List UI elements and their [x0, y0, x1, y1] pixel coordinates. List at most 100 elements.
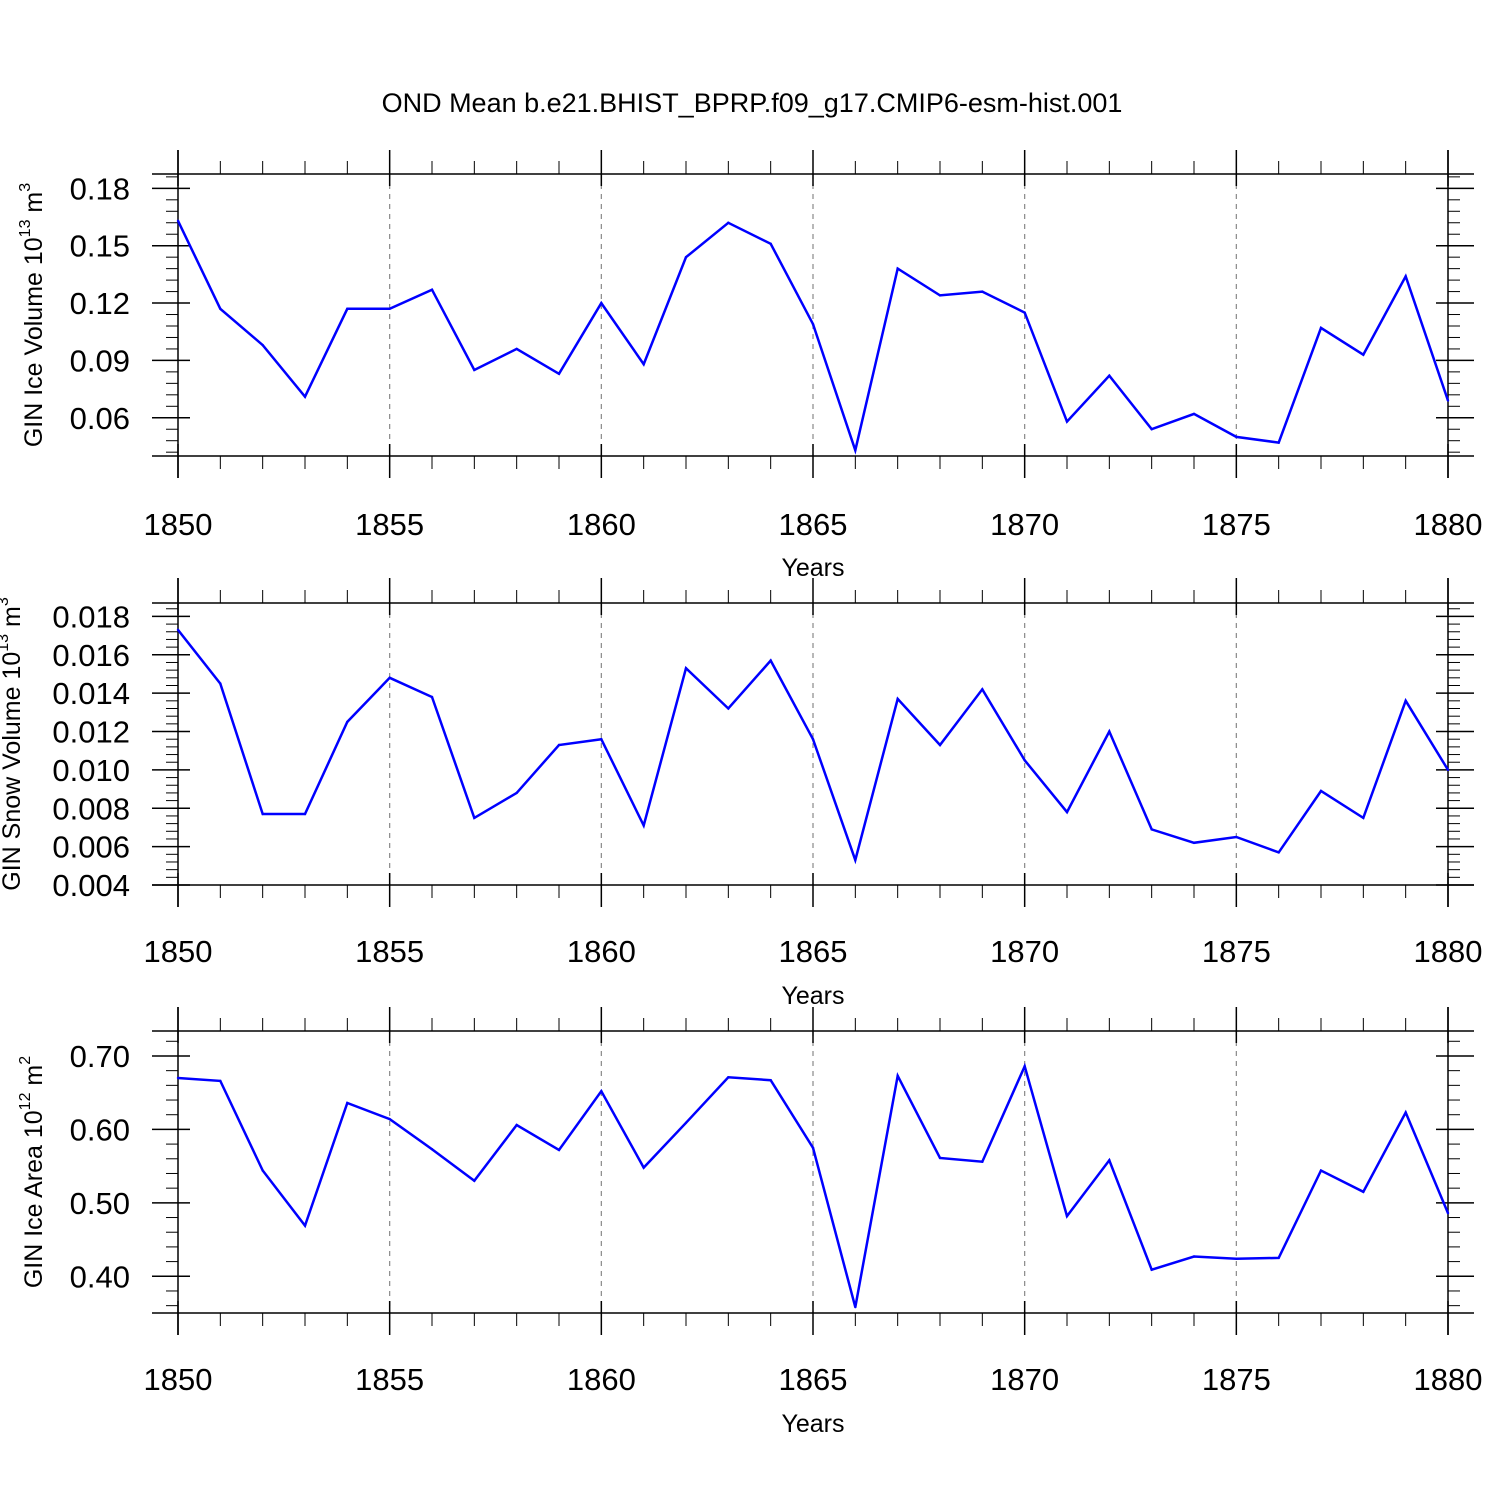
- data-point: [981, 688, 984, 691]
- data-point: [473, 1179, 476, 1183]
- x-tick-label: 1855: [355, 507, 424, 542]
- data-point: [981, 290, 984, 293]
- data-point: [769, 242, 772, 245]
- data-point: [600, 301, 603, 305]
- data-point: [1192, 1255, 1196, 1258]
- y-tick-label: 0.014: [52, 676, 130, 711]
- y-axis-title: GIN Ice Volume 1013 m3: [17, 183, 48, 447]
- data-point: [261, 343, 264, 347]
- x-tick-label: 1875: [1202, 1362, 1271, 1397]
- data-point: [1108, 1159, 1111, 1162]
- data-point: [430, 695, 434, 699]
- data-point: [1192, 841, 1196, 844]
- data-point: [1404, 1111, 1407, 1114]
- data-point: [346, 720, 349, 724]
- data-point: [727, 221, 730, 224]
- x-tick-label: 1855: [355, 1362, 424, 1397]
- y-tick-label: 0.010: [52, 753, 130, 788]
- data-point: [1277, 441, 1280, 444]
- data-point: [261, 812, 264, 816]
- data-point: [642, 824, 645, 827]
- y-tick-label: 0.004: [52, 868, 130, 903]
- x-tick-label: 1850: [144, 507, 213, 542]
- data-point: [1235, 435, 1238, 439]
- y-tick-label: 0.016: [52, 638, 130, 673]
- data-point: [684, 255, 688, 259]
- x-tick-label: 1880: [1414, 934, 1483, 969]
- data-point: [1065, 420, 1069, 423]
- data-point: [261, 1169, 264, 1172]
- data-point: [642, 363, 645, 366]
- panel-1: 0.06 0.09 0.12 0.15 0.18 1850 1855 1860 1865 1870…: [17, 150, 1482, 582]
- data-point: [346, 1101, 349, 1105]
- y-tick-label: 0.006: [52, 830, 130, 865]
- data-point: [303, 395, 307, 398]
- data-point: [1277, 851, 1280, 854]
- x-tick-label: 1850: [144, 1362, 213, 1397]
- data-point: [1150, 1268, 1153, 1271]
- y-tick-label: 0.12: [70, 286, 130, 321]
- data-point: [1235, 1257, 1238, 1260]
- x-tick-label: 1860: [567, 507, 636, 542]
- data-point: [684, 667, 688, 670]
- x-tick-label: 1870: [990, 1362, 1059, 1397]
- panels: 0.06 0.09 0.12 0.15 0.18 1850 1855 1860 1865 1870…: [0, 150, 1482, 1438]
- data-point: [811, 1146, 815, 1149]
- y-tick-label: 0.06: [70, 401, 130, 436]
- data-point: [600, 738, 603, 741]
- data-point: [769, 659, 772, 662]
- data-point: [430, 288, 434, 291]
- data-point: [1065, 810, 1069, 814]
- x-tick-label: 1875: [1202, 507, 1271, 542]
- data-point: [769, 1079, 772, 1082]
- data-point: [854, 1305, 857, 1309]
- x-axis-title: Years: [781, 982, 844, 1010]
- data-point: [557, 372, 561, 375]
- x-tick-label: 1870: [990, 934, 1059, 969]
- data-point: [176, 219, 180, 223]
- data-point: [811, 322, 815, 326]
- x-tick-label: 1870: [990, 507, 1059, 542]
- data-point: [515, 1123, 518, 1127]
- data-point: [1446, 768, 1450, 772]
- data-point: [938, 1156, 942, 1160]
- data-point: [388, 307, 391, 310]
- data-point: [600, 1090, 603, 1093]
- data-point: [1404, 699, 1407, 703]
- data-point: [219, 1079, 222, 1083]
- y-axis-title: GIN Ice Area 1012 m2: [17, 1056, 48, 1288]
- x-axis-title: Years: [781, 554, 844, 582]
- data-point: [557, 1148, 561, 1152]
- data-point: [811, 738, 815, 741]
- x-tick-label: 1865: [779, 1362, 848, 1397]
- chart-title: OND Mean b.e21.BHIST_BPRP.f09_g17.CMIP6-…: [382, 88, 1123, 118]
- y-tick-label: 0.15: [70, 229, 130, 264]
- data-point: [1023, 1065, 1026, 1068]
- data-point: [176, 628, 180, 632]
- data-point: [1150, 428, 1153, 431]
- data-point: [1404, 275, 1407, 278]
- data-point: [1108, 730, 1111, 733]
- data-point: [896, 267, 899, 270]
- data-point: [1362, 353, 1365, 356]
- data-point: [1192, 412, 1196, 416]
- data-point: [473, 368, 476, 372]
- y-tick-label: 0.60: [70, 1112, 130, 1147]
- data-point: [388, 1117, 391, 1121]
- y-tick-label: 0.50: [70, 1186, 130, 1221]
- data-point: [684, 1121, 688, 1124]
- data-point: [219, 682, 222, 685]
- x-tick-label: 1860: [567, 934, 636, 969]
- data-point: [727, 707, 730, 710]
- data-point: [1023, 311, 1026, 314]
- x-tick-label: 1880: [1414, 507, 1483, 542]
- data-point: [938, 294, 942, 297]
- data-point: [642, 1166, 645, 1169]
- data-point: [430, 1148, 434, 1151]
- data-point: [303, 812, 307, 816]
- y-tick-label: 0.18: [70, 171, 130, 206]
- x-tick-label: 1865: [779, 934, 848, 969]
- data-point: [219, 307, 222, 310]
